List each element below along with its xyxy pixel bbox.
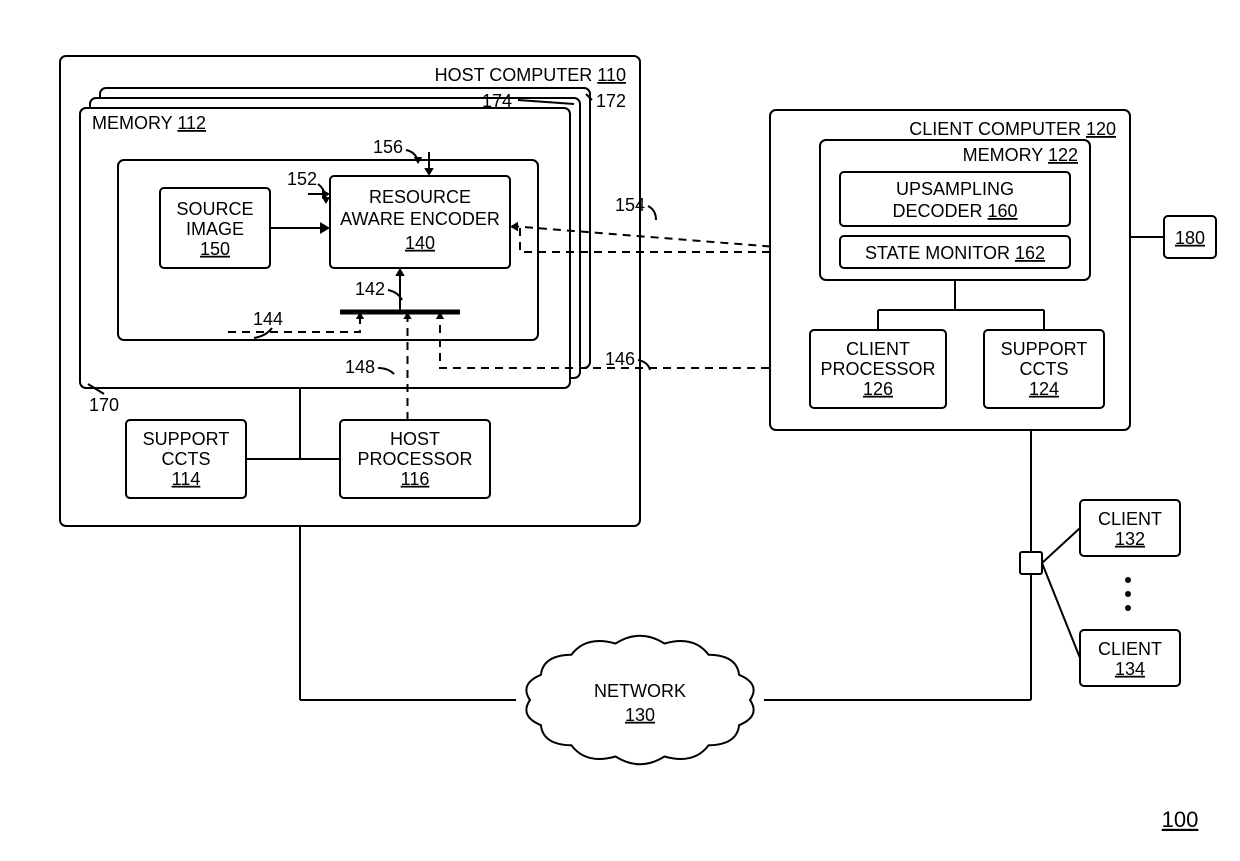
host-proc-l1: HOST [390, 429, 440, 449]
ref-170: 170 [89, 395, 119, 415]
host-computer-title: HOST COMPUTER 110 [435, 65, 626, 85]
client-132-ref: 132 [1115, 529, 1145, 549]
network-ref: 130 [625, 705, 655, 725]
source-image-ref: 150 [200, 239, 230, 259]
figure-number: 100 [1162, 807, 1199, 832]
client-proc-l2: PROCESSOR [820, 359, 935, 379]
client-132-label: CLIENT [1098, 509, 1162, 529]
ref-156: 156 [373, 137, 403, 157]
decoder-l2: DECODER 160 [892, 201, 1017, 221]
source-image-l1: SOURCE [176, 199, 253, 219]
host-proc-ref: 116 [401, 469, 430, 489]
host-proc-l2: PROCESSOR [357, 449, 472, 469]
decoder-l1: UPSAMPLING [896, 179, 1014, 199]
ref-172: 172 [596, 91, 626, 111]
ref-142: 142 [355, 279, 385, 299]
conn-junc-c132 [1042, 528, 1080, 563]
host-support-l2: CCTS [162, 449, 211, 469]
host-support-l1: SUPPORT [143, 429, 230, 449]
client-support-l1: SUPPORT [1001, 339, 1088, 359]
client-134-ref: 134 [1115, 659, 1145, 679]
encoder-ref: 140 [405, 233, 435, 253]
ref-154: 154 [615, 195, 645, 215]
clients-ellipsis-dot [1125, 577, 1131, 583]
ref-148: 148 [345, 357, 375, 377]
ref-152: 152 [287, 169, 317, 189]
source-image-l2: IMAGE [186, 219, 244, 239]
ref-180: 180 [1175, 228, 1205, 248]
ref-144: 144 [253, 309, 283, 329]
ref-146: 146 [605, 349, 635, 369]
encoder-l1: RESOURCE [369, 187, 471, 207]
network-label: NETWORK [594, 681, 686, 701]
client-computer-title: CLIENT COMPUTER 120 [909, 119, 1116, 139]
junction-box [1020, 552, 1042, 574]
state-monitor-label: STATE MONITOR 162 [865, 243, 1045, 263]
leader-154 [648, 206, 656, 220]
client-134-label: CLIENT [1098, 639, 1162, 659]
client-proc-ref: 126 [863, 379, 893, 399]
client-support-l2: CCTS [1020, 359, 1069, 379]
clients-ellipsis-dot [1125, 605, 1131, 611]
client-proc-l1: CLIENT [846, 339, 910, 359]
client-memory-title: MEMORY 122 [963, 145, 1078, 165]
memory-title: MEMORY 112 [92, 113, 206, 133]
host-support-ref: 114 [172, 469, 201, 489]
ref-174: 174 [482, 91, 512, 111]
encoder-l2: AWARE ENCODER [340, 209, 500, 229]
conn-junc-c134 [1042, 563, 1080, 658]
clients-ellipsis-dot [1125, 591, 1131, 597]
client-support-ref: 124 [1029, 379, 1059, 399]
